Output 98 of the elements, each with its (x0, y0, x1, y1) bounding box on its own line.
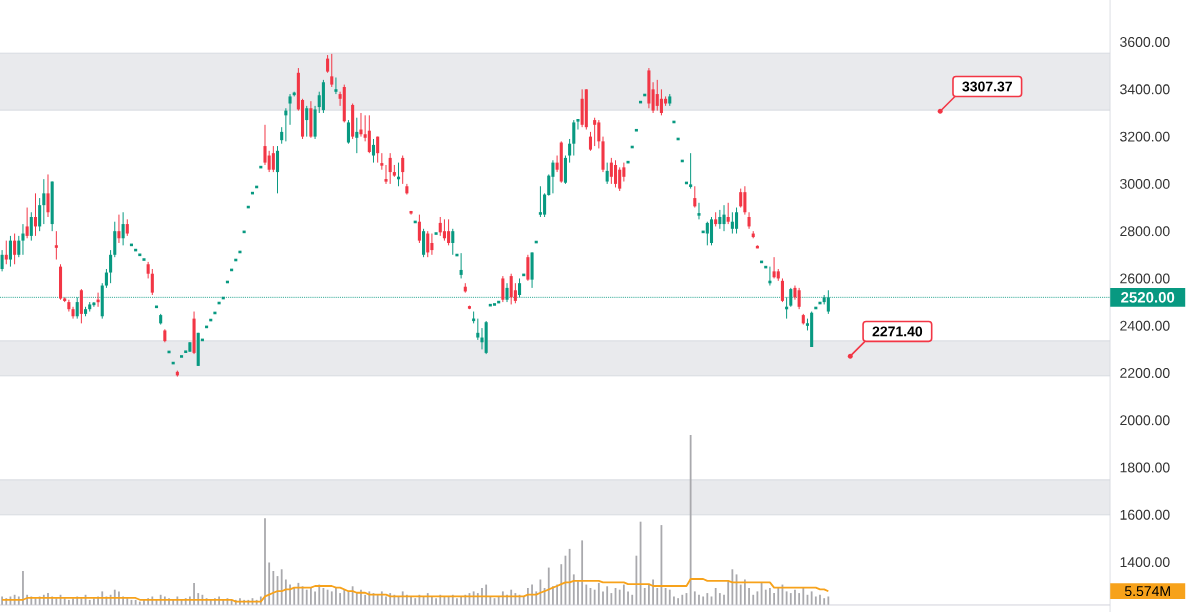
candlestick (54, 230, 58, 261)
candlestick (659, 88, 663, 116)
candlestick (438, 216, 442, 237)
candlestick (605, 162, 609, 185)
candlestick (689, 152, 693, 190)
annotation: 2271.40 (872, 326, 923, 337)
candlestick (275, 145, 280, 194)
candlestick (29, 211, 33, 242)
candlestick (588, 131, 593, 152)
candlestick (722, 204, 726, 232)
candlestick (509, 273, 513, 305)
candlestick (384, 164, 388, 185)
y-tick-label: 3000.00 (1120, 178, 1170, 189)
candlestick (346, 119, 350, 145)
candlestick (459, 252, 463, 279)
y-tick-label: 2800.00 (1120, 226, 1170, 237)
candlestick (121, 211, 125, 246)
candlestick (109, 249, 113, 284)
candlestick (13, 233, 17, 265)
y-tick-label: 2200.00 (1120, 368, 1170, 378)
candlestick (113, 221, 117, 258)
candlestick (288, 93, 292, 126)
text: 5.574M (1124, 586, 1170, 597)
candlestick (42, 178, 46, 225)
candlestick (613, 159, 618, 188)
candlestick (371, 138, 376, 164)
candlestick (705, 221, 709, 246)
candlestick (263, 124, 267, 166)
candlestick (367, 114, 371, 154)
candlestick (271, 145, 275, 173)
y-tick-label: 3400.00 (1120, 84, 1170, 95)
candlestick (526, 254, 530, 282)
y-tick-label: 1600.00 (1120, 509, 1170, 520)
candlestick (359, 112, 363, 138)
candlestick (543, 192, 547, 218)
candlestick (422, 228, 426, 258)
candlestick (651, 81, 655, 114)
candlestick (780, 277, 784, 303)
candlestick (447, 218, 451, 246)
candlestick (726, 202, 730, 225)
candlestick (593, 117, 597, 147)
candlestick (4, 240, 8, 265)
candlestick (417, 214, 421, 244)
y-tick-label: 1400.00 (1120, 557, 1170, 568)
y-tick-label: 2400.00 (1120, 320, 1170, 331)
candlestick (730, 211, 734, 235)
candlestick (79, 288, 83, 324)
candlestick (430, 233, 434, 256)
candlestick (388, 152, 392, 185)
candlestick (797, 287, 801, 310)
candlestick (734, 207, 739, 235)
annotation: 3307.37 (962, 81, 1012, 92)
candlestick (655, 79, 659, 112)
candlestick (551, 159, 555, 194)
candlestick (572, 119, 576, 157)
candlestick (743, 185, 747, 216)
candlestick (25, 207, 29, 239)
candlestick (442, 218, 446, 242)
candlestick (739, 188, 743, 209)
candlestick (355, 117, 359, 154)
candlestick (772, 256, 776, 279)
candlestick (401, 155, 405, 185)
candlestick (697, 202, 701, 220)
y-tick-label: 1800.00 (1120, 462, 1170, 473)
candlestick (17, 235, 21, 258)
candlestick (150, 268, 154, 296)
candlestick (0, 249, 4, 272)
candlestick (718, 209, 722, 230)
y-tick-label: 3200.00 (1120, 131, 1170, 142)
y-tick-label: 2000.00 (1120, 415, 1170, 426)
y-tick-label: 3600.00 (1120, 37, 1170, 48)
candlestick (305, 105, 309, 138)
ref-line-label: 2520.00 (1121, 292, 1175, 303)
candlestick (46, 173, 50, 218)
candlestick (451, 228, 455, 256)
candlestick (376, 136, 380, 164)
candlestick (330, 53, 334, 88)
candlestick (21, 223, 25, 256)
candlestick (267, 150, 271, 173)
candlestick (609, 157, 613, 185)
candlestick (426, 230, 430, 258)
candlestick (568, 138, 572, 164)
candlestick (618, 166, 622, 192)
candlestick (501, 275, 505, 303)
candlestick (747, 211, 751, 230)
candlestick (693, 185, 697, 209)
candlestick (476, 318, 480, 341)
candlestick (33, 192, 38, 237)
candlestick (104, 268, 108, 289)
candlestick (597, 119, 601, 149)
candlestick (117, 214, 121, 244)
candlestick (538, 185, 542, 218)
y-tick-label: 2600.00 (1120, 273, 1170, 284)
candlestick (576, 119, 580, 131)
candlestick (38, 197, 42, 232)
candlestick (709, 216, 714, 246)
candlestick (334, 77, 338, 95)
candlestick (8, 235, 12, 268)
